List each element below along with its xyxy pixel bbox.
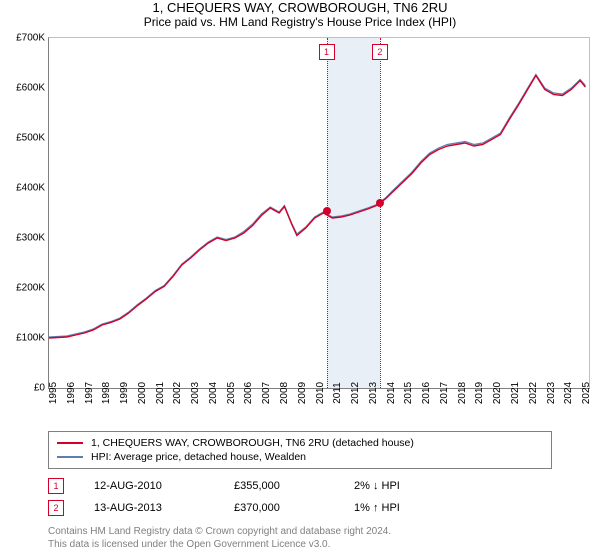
x-tick-label: 2011 bbox=[332, 382, 343, 404]
legend-label: HPI: Average price, detached house, Weal… bbox=[91, 451, 306, 463]
y-tick-label: £0 bbox=[34, 383, 49, 394]
x-tick-label: 2009 bbox=[297, 382, 308, 404]
marker-table-num: 1 bbox=[48, 478, 64, 494]
series-line-hpi bbox=[49, 75, 585, 338]
markers-table: 1 12-AUG-2010 £355,000 2% ↓ HPI 2 13-AUG-2013… bbox=[48, 475, 552, 519]
x-tick-label: 2005 bbox=[226, 382, 237, 404]
legend-box: 1, CHEQUERS WAY, CROWBOROUGH, TN6 2RU (d… bbox=[48, 431, 552, 469]
marker-table-date: 13-AUG-2013 bbox=[94, 502, 204, 514]
x-tick-label: 2015 bbox=[403, 382, 414, 404]
x-tick-label: 1995 bbox=[48, 382, 59, 404]
sale-marker-dot bbox=[323, 207, 331, 215]
marker-table-delta: 2% ↓ HPI bbox=[354, 480, 400, 492]
marker-table-delta: 1% ↑ HPI bbox=[354, 502, 400, 514]
marker-table-date: 12-AUG-2010 bbox=[94, 480, 204, 492]
x-tick-label: 1998 bbox=[101, 382, 112, 404]
chart-subtitle: Price paid vs. HM Land Registry's House … bbox=[0, 15, 600, 29]
footer-line-1: Contains HM Land Registry data © Crown c… bbox=[48, 525, 552, 538]
legend-item: 1, CHEQUERS WAY, CROWBOROUGH, TN6 2RU (d… bbox=[57, 436, 543, 450]
x-tick-label: 2010 bbox=[315, 382, 326, 404]
x-tick-label: 1996 bbox=[66, 382, 77, 404]
x-tick-label: 2002 bbox=[172, 382, 183, 404]
x-tick-label: 2021 bbox=[510, 382, 521, 404]
x-tick-label: 2000 bbox=[137, 382, 148, 404]
y-tick-label: £500K bbox=[16, 133, 49, 144]
x-tick-label: 1997 bbox=[84, 382, 95, 404]
marker-table-price: £355,000 bbox=[234, 480, 324, 492]
x-tick-label: 2020 bbox=[492, 382, 503, 404]
footer-attribution: Contains HM Land Registry data © Crown c… bbox=[48, 525, 552, 551]
x-tick-label: 2004 bbox=[208, 382, 219, 404]
y-tick-label: £100K bbox=[16, 333, 49, 344]
x-tick-label: 2012 bbox=[350, 382, 361, 404]
marker-table-row: 1 12-AUG-2010 £355,000 2% ↓ HPI bbox=[48, 475, 552, 497]
x-tick-label: 2013 bbox=[368, 382, 379, 404]
legend-label: 1, CHEQUERS WAY, CROWBOROUGH, TN6 2RU (d… bbox=[91, 437, 414, 449]
x-tick-label: 2017 bbox=[439, 382, 450, 404]
legend-swatch bbox=[57, 442, 83, 444]
x-tick-label: 2014 bbox=[386, 382, 397, 404]
chart-container: 1, CHEQUERS WAY, CROWBOROUGH, TN6 2RU Pr… bbox=[0, 0, 600, 551]
marker-table-row: 2 13-AUG-2013 £370,000 1% ↑ HPI bbox=[48, 497, 552, 519]
chart-lines-svg bbox=[49, 38, 589, 388]
x-tick-label: 2023 bbox=[546, 382, 557, 404]
chart-title: 1, CHEQUERS WAY, CROWBOROUGH, TN6 2RU bbox=[0, 0, 600, 15]
series-line-price_paid bbox=[49, 76, 585, 339]
y-tick-label: £400K bbox=[16, 183, 49, 194]
x-tick-label: 2019 bbox=[474, 382, 485, 404]
chart-plot-area: £0£100K£200K£300K£400K£500K£600K£700K12 bbox=[48, 37, 590, 389]
marker-table-num: 2 bbox=[48, 500, 64, 516]
legend-item: HPI: Average price, detached house, Weal… bbox=[57, 450, 543, 464]
x-tick-label: 2001 bbox=[155, 382, 166, 404]
legend-swatch bbox=[57, 456, 83, 458]
x-tick-label: 2025 bbox=[581, 382, 592, 404]
marker-table-price: £370,000 bbox=[234, 502, 324, 514]
y-tick-label: £600K bbox=[16, 83, 49, 94]
x-tick-label: 2008 bbox=[279, 382, 290, 404]
x-tick-label: 2016 bbox=[421, 382, 432, 404]
x-tick-label: 2022 bbox=[528, 382, 539, 404]
x-tick-label: 2003 bbox=[190, 382, 201, 404]
y-tick-label: £200K bbox=[16, 283, 49, 294]
sale-marker-label: 1 bbox=[319, 44, 335, 60]
y-tick-label: £300K bbox=[16, 233, 49, 244]
x-tick-label: 1999 bbox=[119, 382, 130, 404]
sale-marker-line bbox=[380, 38, 381, 388]
sale-marker-dot bbox=[376, 199, 384, 207]
footer-line-2: This data is licensed under the Open Gov… bbox=[48, 538, 552, 551]
x-axis-labels: 1995199619971998199920002001200220032004… bbox=[48, 389, 590, 429]
y-tick-label: £700K bbox=[16, 33, 49, 44]
x-tick-label: 2006 bbox=[243, 382, 254, 404]
x-tick-label: 2018 bbox=[457, 382, 468, 404]
x-tick-label: 2024 bbox=[563, 382, 574, 404]
sale-marker-label: 2 bbox=[372, 44, 388, 60]
x-tick-label: 2007 bbox=[261, 382, 272, 404]
